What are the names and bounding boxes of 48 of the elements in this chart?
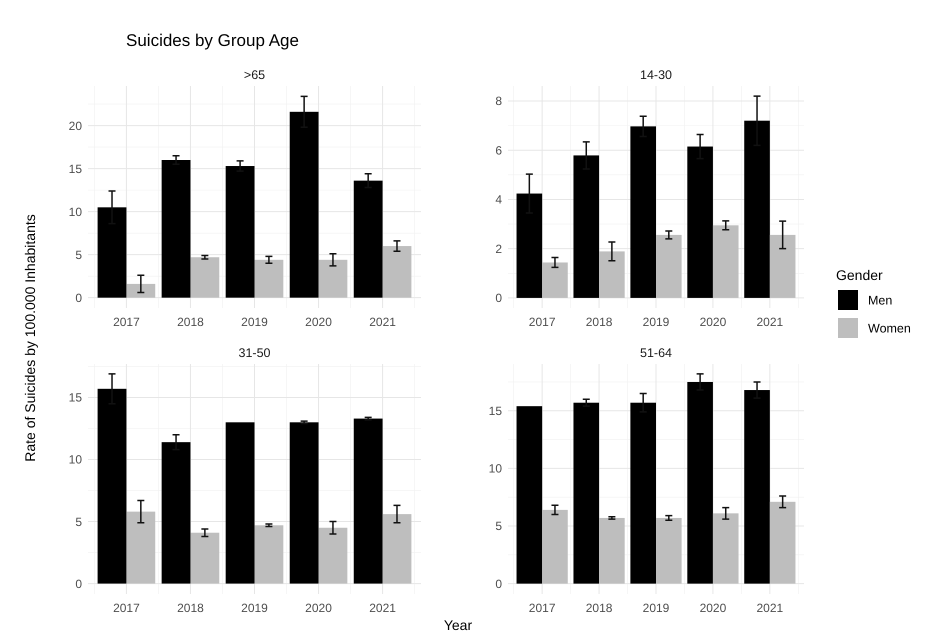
chart-title: 51-64 bbox=[640, 346, 672, 360]
y-tick-label: 10 bbox=[68, 452, 82, 467]
y-axis-title: Rate of Suicides by 100.000 Inhabitants bbox=[22, 214, 38, 462]
x-tick-label: 2021 bbox=[756, 315, 784, 329]
chart-title: 31-50 bbox=[238, 346, 271, 360]
x-axis-title: Year bbox=[444, 617, 472, 633]
x-tick-label: 2018 bbox=[586, 315, 613, 329]
x-tick-label: 2020 bbox=[700, 315, 727, 329]
x-tick-label: 2017 bbox=[113, 315, 140, 329]
legend-label: Men bbox=[868, 293, 892, 308]
x-tick-label: 2017 bbox=[528, 315, 556, 329]
x-tick-label: 2020 bbox=[305, 315, 332, 329]
y-tick-label: 5 bbox=[495, 519, 502, 534]
x-tick-label: 2020 bbox=[700, 601, 727, 615]
x-tick-label: 2020 bbox=[305, 601, 332, 615]
y-tick-label: 0 bbox=[75, 290, 82, 305]
y-tick-label: 6 bbox=[495, 143, 502, 158]
x-tick-label: 2019 bbox=[241, 601, 268, 615]
x-tick-label: 2017 bbox=[528, 601, 556, 615]
y-tick-label: 15 bbox=[68, 390, 82, 405]
y-tick-label: 8 bbox=[495, 94, 502, 108]
x-tick-label: 2018 bbox=[586, 601, 613, 615]
x-tick-label: 2018 bbox=[177, 601, 204, 615]
y-tick-label: 15 bbox=[488, 404, 502, 418]
x-tick-label: 2021 bbox=[369, 601, 396, 615]
x-tick-label: 2017 bbox=[113, 601, 140, 615]
y-tick-label: 5 bbox=[75, 248, 82, 262]
x-tick-label: 2019 bbox=[642, 315, 670, 329]
text: Suicides by Group Age bbox=[126, 31, 299, 50]
y-tick-label: 10 bbox=[488, 462, 502, 476]
chart-title: >65 bbox=[244, 68, 266, 82]
y-tick-label: 0 bbox=[495, 576, 502, 591]
y-tick-label: 4 bbox=[495, 192, 502, 207]
x-tick-label: 2021 bbox=[756, 601, 784, 615]
legend-label: Women bbox=[868, 321, 911, 336]
x-tick-label: 2019 bbox=[642, 601, 670, 615]
y-tick-label: 10 bbox=[68, 204, 82, 219]
x-tick-label: 2021 bbox=[369, 315, 396, 329]
y-tick-label: 0 bbox=[495, 291, 502, 306]
legend-title: Gender bbox=[836, 267, 884, 283]
y-tick-label: 5 bbox=[75, 514, 82, 529]
y-tick-label: 0 bbox=[75, 576, 82, 591]
y-tick-label: 20 bbox=[68, 118, 82, 133]
x-tick-label: 2018 bbox=[177, 315, 204, 329]
y-tick-label: 2 bbox=[495, 242, 502, 256]
x-tick-label: 2019 bbox=[241, 315, 268, 329]
chart-title: 14-30 bbox=[640, 68, 672, 82]
y-tick-label: 15 bbox=[68, 162, 82, 176]
